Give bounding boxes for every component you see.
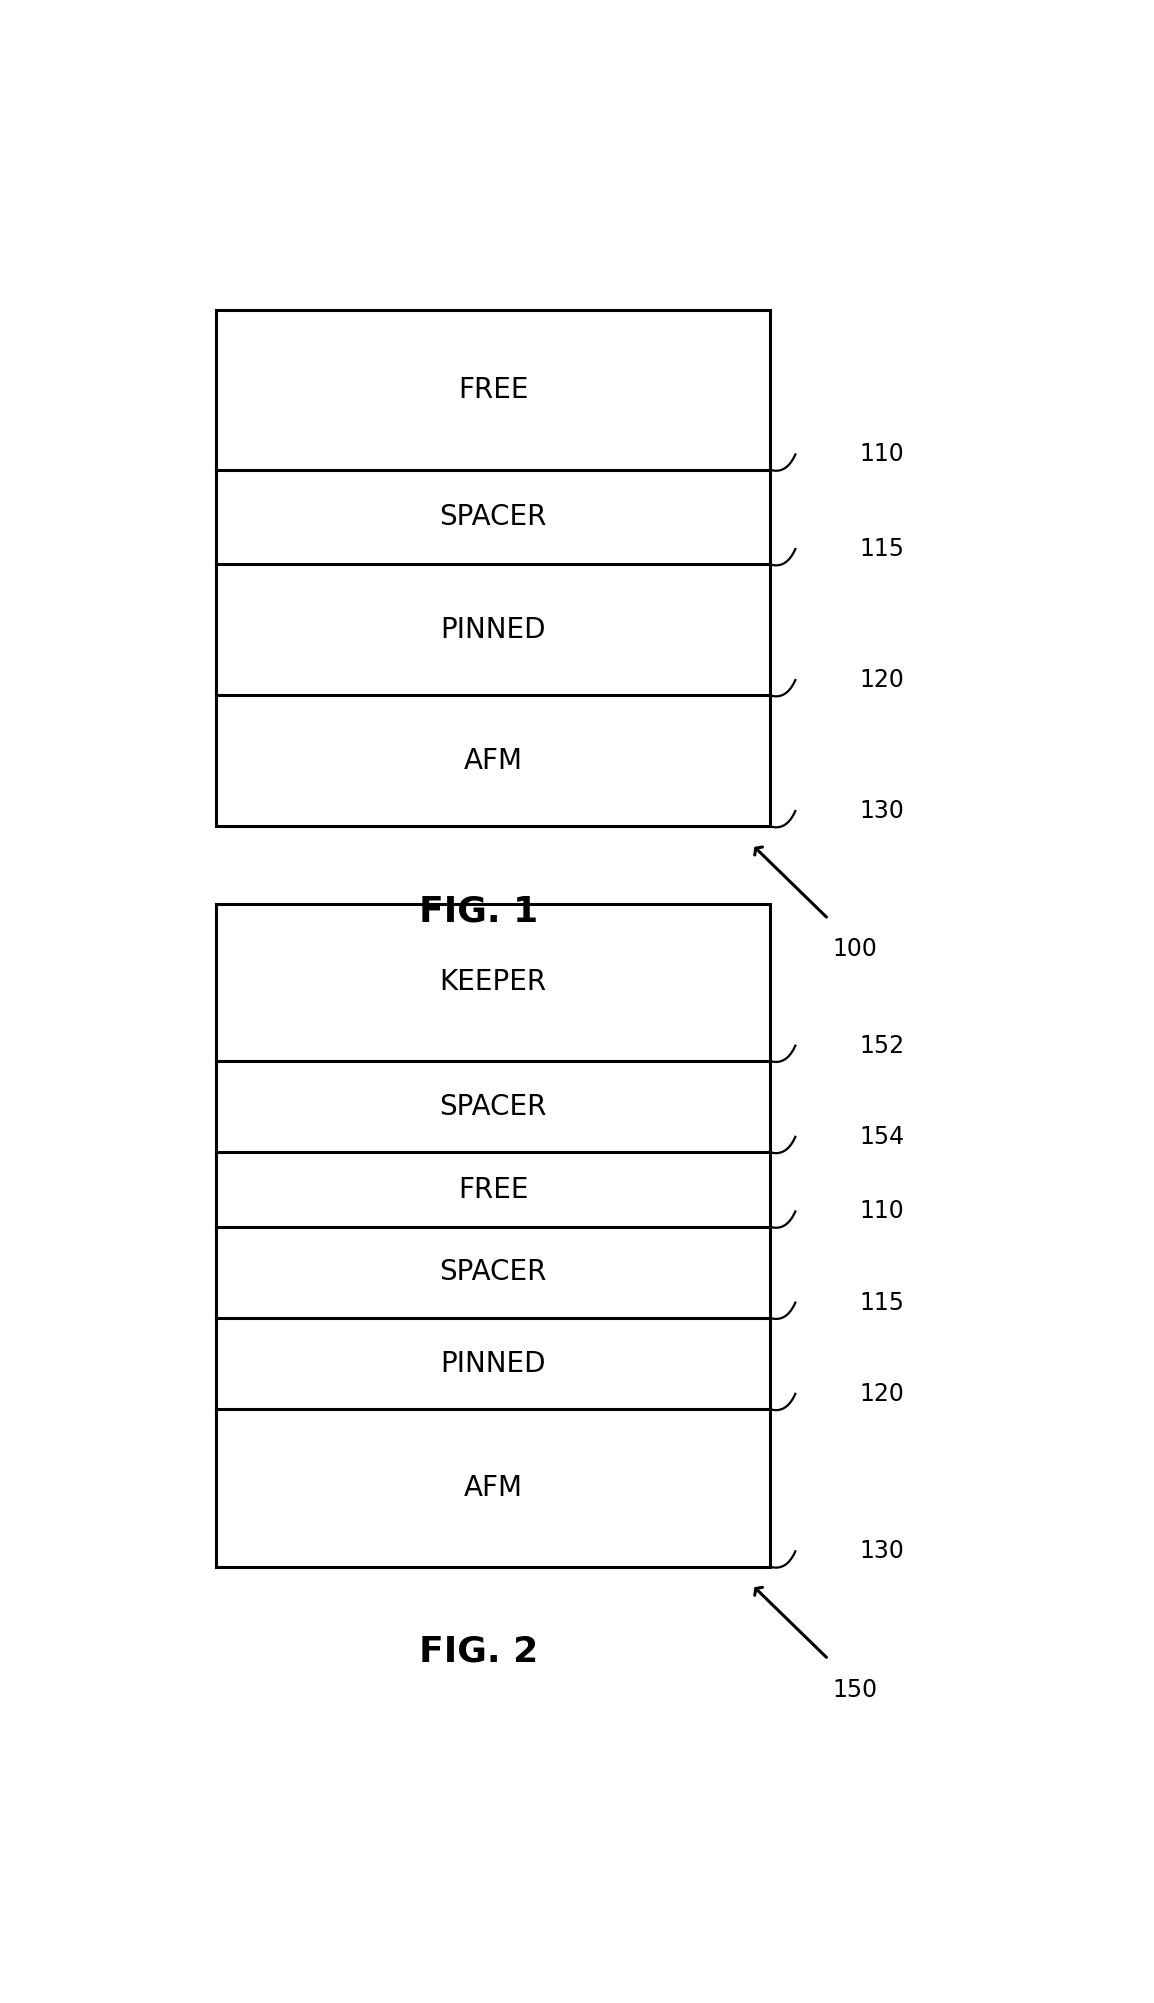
Text: AFM: AFM [464, 747, 523, 775]
Text: PINNED: PINNED [441, 1350, 546, 1378]
Text: SPACER: SPACER [440, 503, 547, 531]
Text: 152: 152 [860, 1034, 905, 1058]
Text: FIG. 1: FIG. 1 [419, 893, 539, 927]
Text: 150: 150 [833, 1679, 878, 1703]
Text: 130: 130 [860, 1540, 905, 1562]
Text: 154: 154 [860, 1126, 905, 1150]
Text: 110: 110 [860, 443, 905, 467]
Text: SPACER: SPACER [440, 1094, 547, 1120]
Text: 115: 115 [860, 537, 905, 561]
Text: 115: 115 [860, 1290, 905, 1314]
Text: 120: 120 [860, 669, 905, 691]
Text: FIG. 2: FIG. 2 [419, 1634, 539, 1668]
Text: KEEPER: KEEPER [440, 967, 547, 995]
Text: 120: 120 [860, 1382, 905, 1406]
Text: PINNED: PINNED [441, 617, 546, 643]
Text: SPACER: SPACER [440, 1258, 547, 1286]
Text: FREE: FREE [458, 1176, 529, 1204]
Text: 100: 100 [833, 937, 878, 961]
Bar [216, 310, 771, 827]
Text: AFM: AFM [464, 1474, 523, 1502]
Text: FREE: FREE [458, 377, 529, 405]
Text: 110: 110 [860, 1200, 905, 1224]
Text: 130: 130 [860, 799, 905, 823]
Bar [216, 903, 771, 1566]
